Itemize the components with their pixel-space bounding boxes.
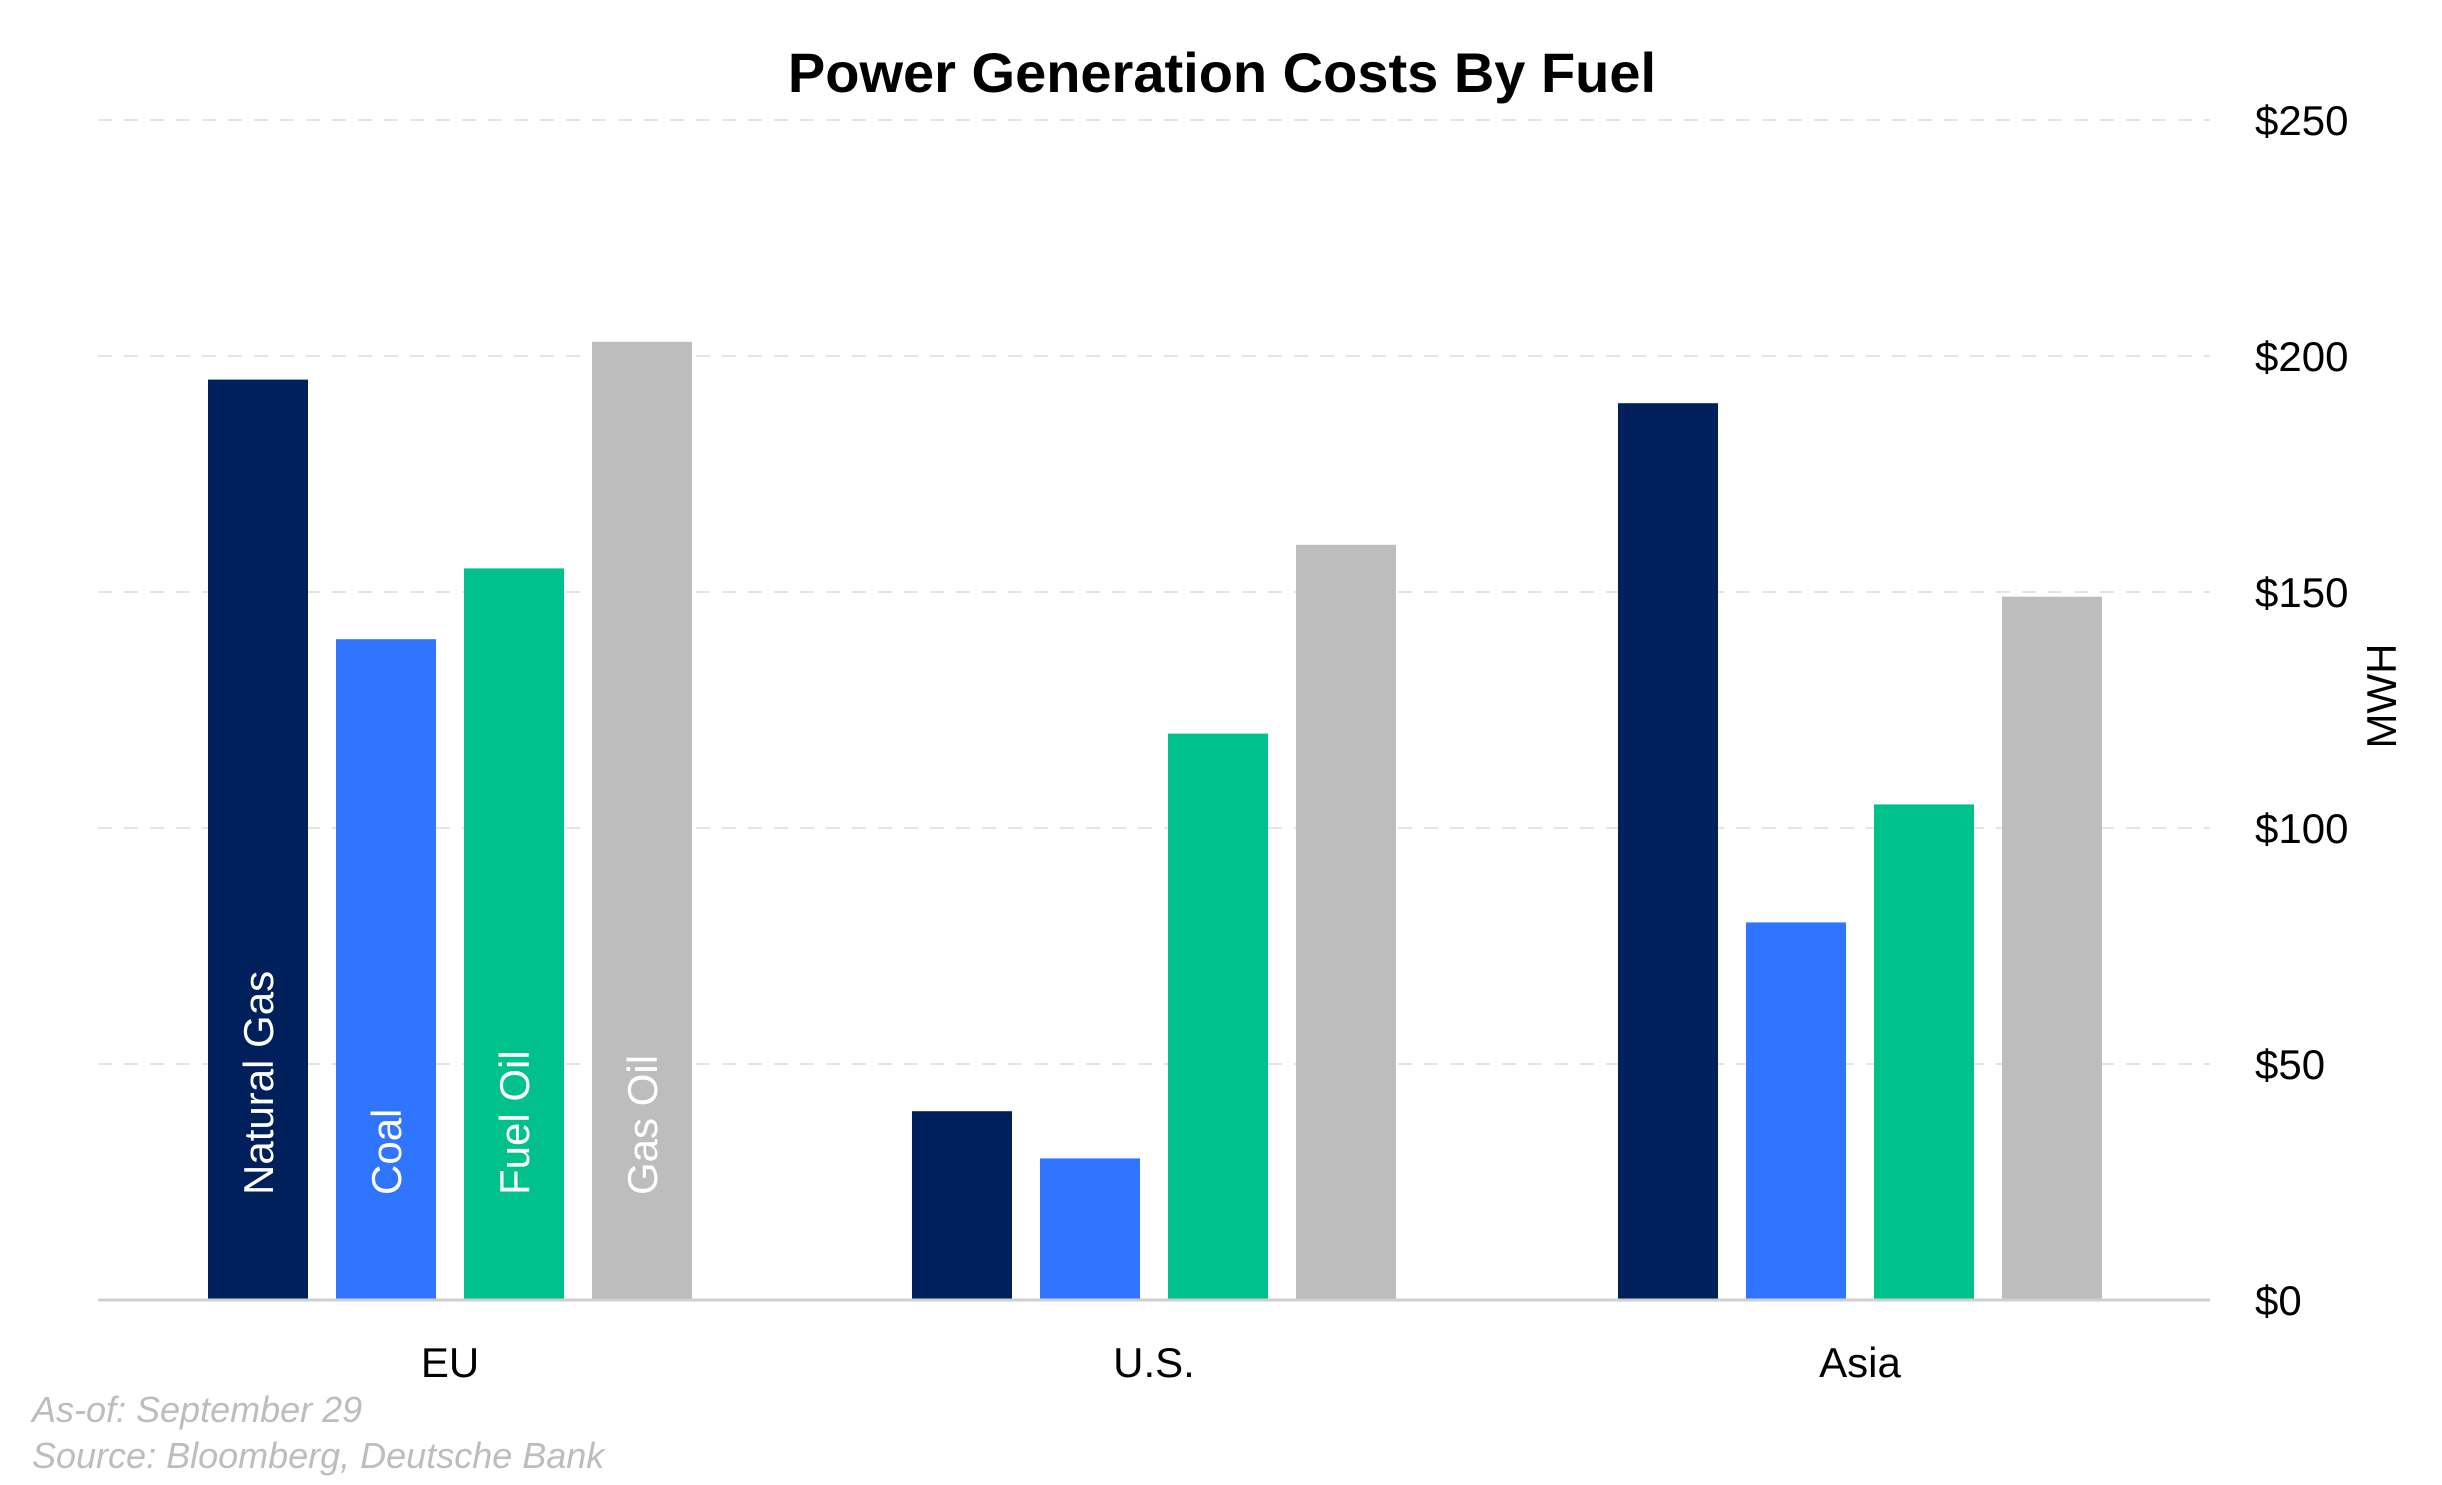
- y-tick-label-250: $250: [2255, 97, 2348, 144]
- x-axis-category-labels: EU U.S. Asia: [421, 1339, 1902, 1386]
- category-label-eu: EU: [421, 1339, 479, 1386]
- bar-asia-natural-gas: [1618, 403, 1718, 1300]
- bar-asia-coal: [1746, 922, 1846, 1300]
- bar-u-s-natural-gas: [912, 1111, 1012, 1300]
- series-label-natural-gas: Natural Gas: [235, 971, 282, 1195]
- as-of-note: As-of: September 29: [30, 1389, 362, 1430]
- series-label-gas-oil: Gas Oil: [619, 1055, 666, 1195]
- y-axis-tick-labels: $0 $50 $100 $150 $200 $250: [2255, 97, 2348, 1324]
- bar-u-s-fuel-oil: [1168, 733, 1268, 1300]
- y-tick-label-200: $200: [2255, 333, 2348, 380]
- bar-eu-fuel-oil: [464, 568, 564, 1300]
- y-tick-label-0: $0: [2255, 1277, 2302, 1324]
- chart-title: Power Generation Costs By Fuel: [788, 41, 1656, 104]
- bar-asia-fuel-oil: [1874, 804, 1974, 1300]
- y-tick-label-100: $100: [2255, 805, 2348, 852]
- y-tick-label-150: $150: [2255, 569, 2348, 616]
- bar-eu-natural-gas: [208, 379, 308, 1301]
- bar-u-s-gas-oil: [1296, 544, 1396, 1300]
- y-axis-title: MWH: [2358, 644, 2405, 749]
- category-label-asia: Asia: [1819, 1339, 1901, 1386]
- bar-asia-gas-oil: [2002, 596, 2102, 1300]
- series-labels: Natural Gas Coal Fuel Oil Gas Oil: [235, 971, 666, 1195]
- bar-u-s-coal: [1040, 1158, 1140, 1300]
- bar-eu-coal: [336, 639, 436, 1300]
- bars: [208, 341, 2102, 1301]
- category-label-u-s: U.S.: [1113, 1339, 1195, 1386]
- grid-lines: [98, 119, 2210, 1065]
- series-label-coal: Coal: [363, 1109, 410, 1195]
- series-label-fuel-oil: Fuel Oil: [491, 1050, 538, 1195]
- source-note: Source: Bloomberg, Deutsche Bank: [32, 1435, 606, 1476]
- bar-eu-gas-oil: [592, 341, 692, 1301]
- y-tick-label-50: $50: [2255, 1041, 2325, 1088]
